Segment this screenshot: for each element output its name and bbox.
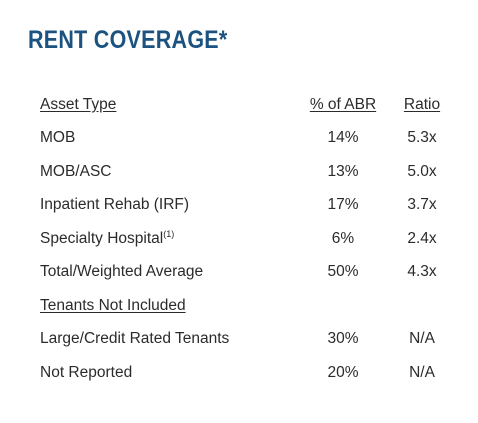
not-included-header-row: Tenants Not Included: [34, 289, 456, 323]
total-ratio-cell: 4.3x: [407, 263, 437, 281]
column-header-pct-abr: % of ABR: [309, 95, 377, 113]
pct-abr-cell: 17%: [327, 196, 359, 214]
table-header-row: Asset Type % of ABR Ratio: [34, 88, 456, 122]
total-label-cell: Total/Weighted Average: [40, 263, 204, 281]
pct-abr-cell: 30%: [327, 330, 359, 348]
total-pct-abr-cell: 50%: [327, 263, 359, 281]
pct-abr-cell: 14%: [327, 129, 359, 147]
asset-type-cell: MOB: [40, 129, 76, 147]
column-header-asset-type: Asset Type: [40, 95, 117, 113]
asset-type-cell: Large/Credit Rated Tenants: [40, 330, 230, 348]
table-row: Large/Credit Rated Tenants 30% N/A: [34, 323, 456, 357]
table-row: MOB 14% 5.3x: [34, 122, 456, 156]
asset-type-cell: Specialty Hospital(1): [34, 222, 298, 256]
pct-abr-cell: 20%: [327, 363, 359, 381]
footnote-marker: (1): [163, 228, 175, 239]
total-row: Total/Weighted Average 50% 4.3x: [34, 256, 456, 290]
asset-type-cell: Inpatient Rehab (IRF): [40, 196, 190, 214]
pct-abr-cell: 13%: [327, 162, 359, 180]
asset-type-cell: Not Reported: [40, 363, 133, 381]
column-header-ratio: Ratio: [403, 95, 441, 113]
ratio-cell: 5.3x: [407, 129, 437, 147]
table-row: Specialty Hospital(1) 6% 2.4x: [34, 222, 456, 256]
ratio-cell: N/A: [409, 363, 435, 381]
table-row: MOB/ASC 13% 5.0x: [34, 155, 456, 189]
ratio-cell: N/A: [409, 330, 435, 348]
not-included-header: Tenants Not Included: [40, 296, 186, 314]
asset-type-label: Specialty Hospital: [40, 229, 164, 247]
pct-abr-cell: 6%: [331, 229, 355, 247]
rent-coverage-table: Asset Type % of ABR Ratio MOB 14% 5.3x M…: [34, 88, 456, 390]
asset-type-cell: MOB/ASC: [40, 162, 112, 180]
table-row: Inpatient Rehab (IRF) 17% 3.7x: [34, 189, 456, 223]
table-row: Not Reported 20% N/A: [34, 356, 456, 390]
ratio-cell: 3.7x: [407, 196, 437, 214]
ratio-cell: 5.0x: [407, 162, 437, 180]
ratio-cell: 2.4x: [407, 229, 437, 247]
page-title: RENT COVERAGE*: [28, 26, 228, 54]
